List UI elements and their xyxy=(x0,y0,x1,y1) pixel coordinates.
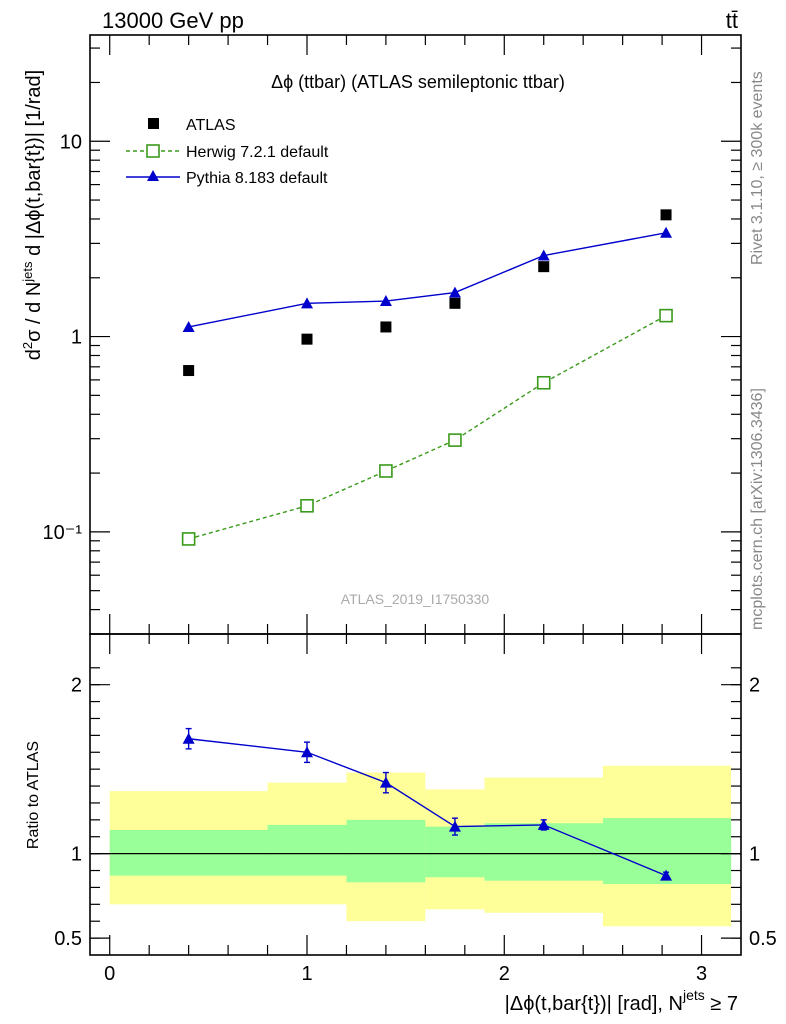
pythia-point xyxy=(537,249,550,261)
y-label-part-1: d xyxy=(23,349,45,360)
pythia-point xyxy=(379,295,392,307)
herwig-point xyxy=(379,464,393,478)
main-y-axis-label: d2σ / d Njets d |Δϕ(t,bar{t})| [1/rad] xyxy=(20,70,45,360)
ratio-band-inner xyxy=(346,819,426,883)
header-process-label: tt̄ xyxy=(726,8,738,33)
legend-pythia-marker xyxy=(147,170,159,181)
ratio-tick-label: 1 xyxy=(71,844,82,866)
ratio-tick-label-right: 2 xyxy=(749,675,760,697)
legend-herwig-marker xyxy=(146,144,160,158)
ratio-band-inner xyxy=(267,824,347,876)
legend-atlas-label: ATLAS xyxy=(186,117,236,134)
x-tick-label: 3 xyxy=(696,963,707,985)
atlas-point xyxy=(301,333,313,345)
ratio-pythia-point xyxy=(448,820,461,832)
ratio-plot-frame xyxy=(89,633,742,956)
herwig-point xyxy=(181,532,196,546)
ratio-pythia-point xyxy=(182,732,195,744)
atlas-point xyxy=(183,365,195,377)
atlas-point xyxy=(660,209,672,221)
main-y-ticks: 10⁻¹ 1 10 xyxy=(43,47,741,635)
herwig-line xyxy=(188,315,667,540)
y-label-sup-2: 2 xyxy=(20,342,35,349)
y-tick-label: 10 xyxy=(60,131,82,153)
legend: ATLAS Herwig 7.2.1 default Pythia 8.183 … xyxy=(126,117,329,187)
ratio-pythia-point xyxy=(537,818,550,830)
x-axis-ticks: 0 1 2 3 xyxy=(104,35,707,985)
ratio-band-inner xyxy=(109,829,268,876)
ratio-pythia-line xyxy=(188,738,667,877)
atlas-point xyxy=(380,321,392,333)
ratio-y-axis-label: Ratio to ATLAS xyxy=(25,741,42,849)
herwig-point xyxy=(659,308,673,323)
herwig-point xyxy=(300,498,314,513)
herwig-point xyxy=(448,433,462,447)
pythia-point xyxy=(448,286,461,298)
atlas-point xyxy=(449,297,461,309)
ratio-pythia-point xyxy=(379,776,392,788)
mcplots-source-label: mcplots.cern.ch [arXiv:1306.3436] xyxy=(749,388,766,630)
y-label-part-2: σ / d N xyxy=(23,282,45,342)
legend-atlas-marker xyxy=(148,118,159,129)
main-plot-content xyxy=(181,209,673,546)
main-panel: 10⁻¹ 1 10 xyxy=(43,34,742,635)
pythia-point xyxy=(182,320,195,332)
ratio-tick-label: 0.5 xyxy=(54,928,82,950)
x-label-sup: jets xyxy=(682,987,705,1003)
analysis-watermark: ATLAS_2019_I1750330 xyxy=(341,591,490,607)
ratio-panel: 0.5 0.5 1 1 2 2 0 1 2 3 xyxy=(54,35,777,985)
header-energy-label: 13000 GeV pp xyxy=(102,8,244,33)
y-tick-label: 10⁻¹ xyxy=(43,522,83,544)
ratio-plot-content xyxy=(90,727,741,927)
legend-herwig-label: Herwig 7.2.1 default xyxy=(186,144,329,161)
atlas-point xyxy=(538,261,550,273)
x-label-main: |Δϕ(t,bar{t})| [rad], N xyxy=(505,993,683,1015)
ratio-band-inner xyxy=(484,823,603,881)
x-tick-label: 2 xyxy=(499,963,510,985)
rivet-version-label: Rivet 3.1.10, ≥ 300k events xyxy=(749,71,766,265)
ratio-tick-label: 2 xyxy=(71,675,82,697)
pythia-line xyxy=(188,232,667,328)
legend-pythia-label: Pythia 8.183 default xyxy=(186,170,328,187)
x-tick-label: 0 xyxy=(104,963,115,985)
ratio-y-ticks: 0.5 0.5 1 1 2 2 xyxy=(54,667,777,950)
x-axis-label: |Δϕ(t,bar{t})| [rad], Njets ≥ 7 xyxy=(505,987,738,1015)
plot-title: Δϕ (ttbar) (ATLAS semileptonic ttbar) xyxy=(271,72,565,92)
y-tick-label: 1 xyxy=(71,327,82,349)
ratio-pythia-point xyxy=(301,746,313,758)
pythia-point xyxy=(301,297,313,309)
x-tick-label: 1 xyxy=(301,963,312,985)
x-label-suffix: ≥ 7 xyxy=(705,993,738,1015)
y-label-part-3: d |Δϕ(t,bar{t})| [1/rad] xyxy=(23,70,45,262)
herwig-point xyxy=(536,375,551,390)
pythia-point xyxy=(660,226,673,238)
ratio-pythia-point xyxy=(660,869,673,881)
ratio-tick-label-right: 1 xyxy=(749,844,760,866)
ratio-tick-label-right: 0.5 xyxy=(749,928,777,950)
y-label-sup-jets: jets xyxy=(20,261,35,283)
